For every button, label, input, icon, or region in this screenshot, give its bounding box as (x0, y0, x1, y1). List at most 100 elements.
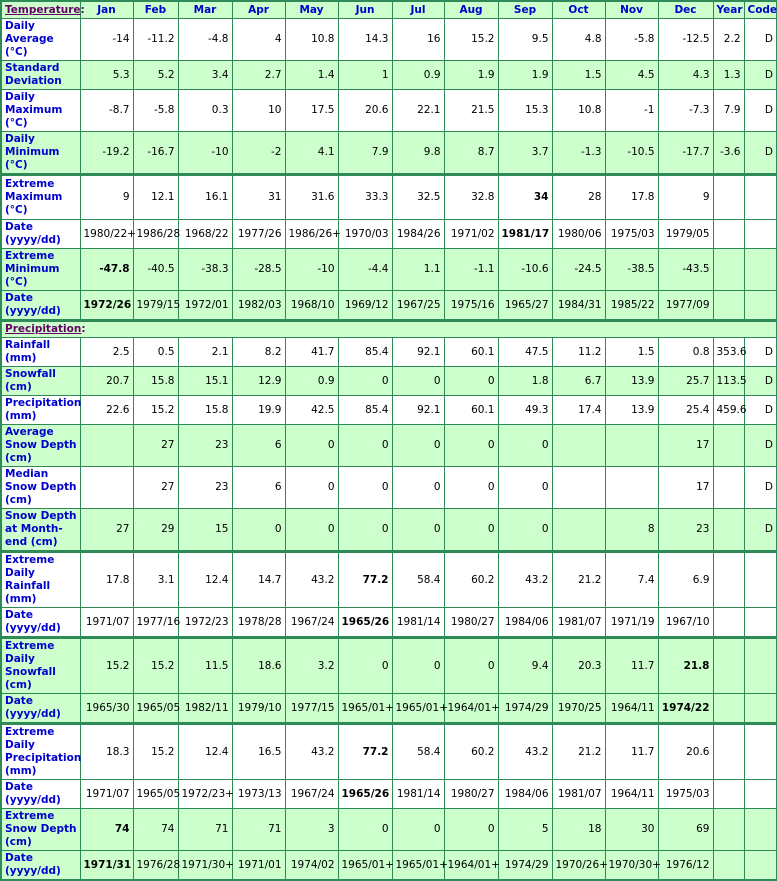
cell-sep: 1981/17 (497, 219, 553, 249)
cell-apr: 4 (231, 18, 286, 61)
cell-jul: 1981/14 (391, 607, 445, 638)
cell-aug: 60.2 (443, 722, 499, 780)
precipitation-row-average-snow-depth: Average Snow Depth (cm) 27 23 6 0 0 0 0 0 17 D (0, 424, 777, 467)
cell-apr: 1977/26 (231, 219, 286, 249)
row-label: Daily Average (°C) (0, 18, 81, 61)
cell-oct: 1984/31 (551, 290, 606, 321)
cell-apr: 0 (231, 508, 286, 552)
cell-jun: 0 (337, 808, 393, 851)
cell-feb: -16.7 (132, 131, 179, 175)
cell-apr: 71 (231, 808, 286, 851)
cell-feb: 0.5 (132, 337, 179, 367)
cell-sep: 1984/06 (497, 607, 553, 638)
cell-aug: 21.5 (443, 89, 499, 132)
cell-dec: 1967/10 (657, 607, 714, 638)
cell-jul: 1965/01+ (391, 693, 448, 724)
cell-code (743, 290, 777, 321)
cell-jun: 0 (337, 366, 393, 396)
cell-aug: -1.1 (443, 248, 499, 291)
cell-nov: 8 (604, 508, 659, 552)
cell-may: 31.6 (284, 173, 339, 220)
cell-nov: 1.5 (604, 337, 659, 367)
cell-jan: 74 (79, 808, 134, 851)
row-label: Date (yyyy/dd) (0, 693, 81, 724)
cell-sep: 9.4 (497, 636, 553, 694)
row-label: Median Snow Depth (cm) (0, 466, 81, 509)
cell-year (712, 779, 745, 809)
cell-feb: 5.2 (132, 60, 179, 90)
cell-jan: 27 (79, 508, 134, 552)
temperature-row-daily-minimum: Daily Minimum (°C) -19.2 -16.7 -10 -2 4.1 7.9 9… (0, 131, 777, 175)
cell-jun: 1969/12 (337, 290, 393, 321)
precipitation-row-extreme-daily-rainfall: Extreme Daily Rainfall (mm) 17.8 3.1 12.4 14… (0, 550, 777, 608)
cell-mar: 1972/23+ (177, 779, 234, 809)
temperature-row-extreme-minimum: Extreme Minimum (°C) -47.8 -40.5 -38.3 -28.5… (0, 248, 777, 291)
cell-code (743, 808, 777, 851)
precipitation-row-extreme-snow-depth: Extreme Snow Depth (cm) 74 74 71 71 3 0 0 0 5 18 30… (0, 808, 777, 851)
cell-mar: -38.3 (177, 248, 233, 291)
cell-apr: 18.6 (231, 636, 286, 694)
cell-nov: -38.5 (604, 248, 659, 291)
cell-nov: 4.5 (604, 60, 659, 90)
cell-jun: 1970/03 (337, 219, 393, 249)
cell-code: D (743, 508, 777, 552)
colon: : (81, 323, 86, 335)
cell-sep: -10.6 (497, 248, 553, 291)
col-jul: Jul (391, 0, 445, 19)
cell-nov: 13.9 (604, 395, 659, 425)
cell-apr: 19.9 (231, 395, 286, 425)
precipitation-row-median-snow-depth: Median Snow Depth (cm) 27 23 6 0 0 0 0 0 17 D (0, 466, 777, 509)
cell-nov: 1970/30+ (604, 850, 661, 881)
cell-apr: 2.7 (231, 60, 286, 90)
cell-feb: 15.8 (132, 366, 179, 396)
cell-jul: 0 (391, 424, 445, 467)
cell-apr: 8.2 (231, 337, 286, 367)
cell-jan: 9 (79, 173, 134, 220)
row-label: Date (yyyy/dd) (0, 607, 81, 638)
cell-sep: 9.5 (497, 18, 553, 61)
cell-jun: 85.4 (337, 395, 393, 425)
cell-oct: 6.7 (551, 366, 606, 396)
cell-year: 113.5 (712, 366, 747, 396)
cell-aug: 1980/27 (443, 607, 499, 638)
cell-oct (551, 466, 606, 509)
cell-year (712, 722, 745, 780)
cell-aug: 60.2 (443, 550, 499, 608)
cell-sep: 1.8 (497, 366, 553, 396)
cell-oct: 1.5 (551, 60, 606, 90)
precipitation-row-extreme-daily-precipitation: Extreme Daily Precipitation (mm) 18.3 15.2… (0, 722, 777, 780)
cell-jun: 1965/26 (337, 779, 393, 809)
cell-code: D (743, 337, 777, 367)
cell-dec: 4.3 (657, 60, 714, 90)
cell-code: D (743, 131, 777, 175)
cell-nov: 17.8 (604, 173, 659, 220)
cell-code (743, 850, 777, 881)
cell-apr: 6 (231, 424, 286, 467)
cell-code (743, 607, 777, 638)
cell-sep: 34 (497, 173, 553, 220)
cell-oct: 11.2 (551, 337, 606, 367)
cell-jul: 22.1 (391, 89, 445, 132)
cell-dec: 1979/05 (657, 219, 714, 249)
col-aug: Aug (443, 0, 499, 19)
cell-jul: 58.4 (391, 550, 445, 608)
precipitation-link[interactable]: Precipitation (5, 323, 82, 335)
row-label: Date (yyyy/dd) (0, 779, 81, 809)
cell-oct: 18 (551, 808, 606, 851)
cell-mar: 15 (177, 508, 233, 552)
cell-mar: -10 (177, 131, 233, 175)
row-label: Date (yyyy/dd) (0, 219, 81, 249)
cell-aug: 1964/01+ (443, 850, 500, 881)
cell-dec: 6.9 (657, 550, 714, 608)
cell-dec: 9 (657, 173, 714, 220)
cell-oct (551, 424, 606, 467)
cell-may: 1967/24 (284, 779, 339, 809)
cell-aug: 32.8 (443, 173, 499, 220)
cell-year (712, 219, 745, 249)
cell-oct: 10.8 (551, 89, 606, 132)
cell-jan: 1971/31 (79, 850, 134, 881)
cell-sep: 1974/29 (497, 850, 553, 881)
cell-jan: 5.3 (79, 60, 134, 90)
temperature-link[interactable]: Temperature (5, 3, 81, 16)
cell-nov: 1964/11 (604, 779, 659, 809)
